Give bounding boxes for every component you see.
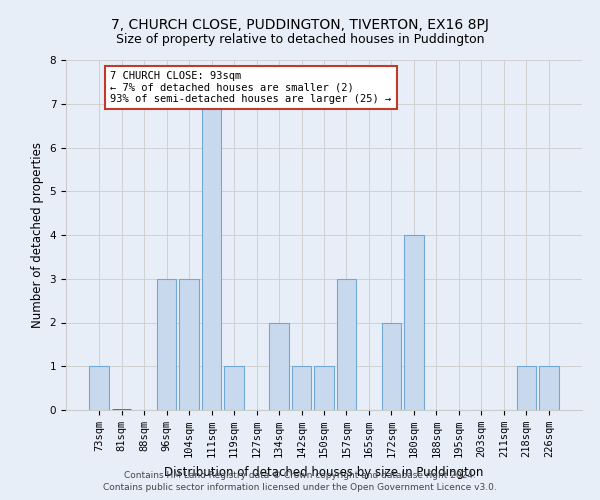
Bar bbox=[404, 235, 424, 410]
Text: 7, CHURCH CLOSE, PUDDINGTON, TIVERTON, EX16 8PJ: 7, CHURCH CLOSE, PUDDINGTON, TIVERTON, E… bbox=[111, 18, 489, 32]
Bar bbox=[314, 366, 334, 410]
Bar bbox=[517, 366, 536, 410]
Bar bbox=[89, 366, 109, 410]
Text: Contains HM Land Registry data © Crown copyright and database right 2024.
Contai: Contains HM Land Registry data © Crown c… bbox=[103, 471, 497, 492]
Y-axis label: Number of detached properties: Number of detached properties bbox=[31, 142, 44, 328]
Bar bbox=[224, 366, 244, 410]
Bar bbox=[269, 322, 289, 410]
Bar bbox=[539, 366, 559, 410]
Text: 7 CHURCH CLOSE: 93sqm
← 7% of detached houses are smaller (2)
93% of semi-detach: 7 CHURCH CLOSE: 93sqm ← 7% of detached h… bbox=[110, 71, 392, 104]
Bar bbox=[382, 322, 401, 410]
Bar bbox=[292, 366, 311, 410]
Text: Size of property relative to detached houses in Puddington: Size of property relative to detached ho… bbox=[116, 32, 484, 46]
Bar bbox=[179, 279, 199, 410]
Bar bbox=[157, 279, 176, 410]
Bar bbox=[337, 279, 356, 410]
X-axis label: Distribution of detached houses by size in Puddington: Distribution of detached houses by size … bbox=[164, 466, 484, 478]
Bar bbox=[202, 104, 221, 410]
